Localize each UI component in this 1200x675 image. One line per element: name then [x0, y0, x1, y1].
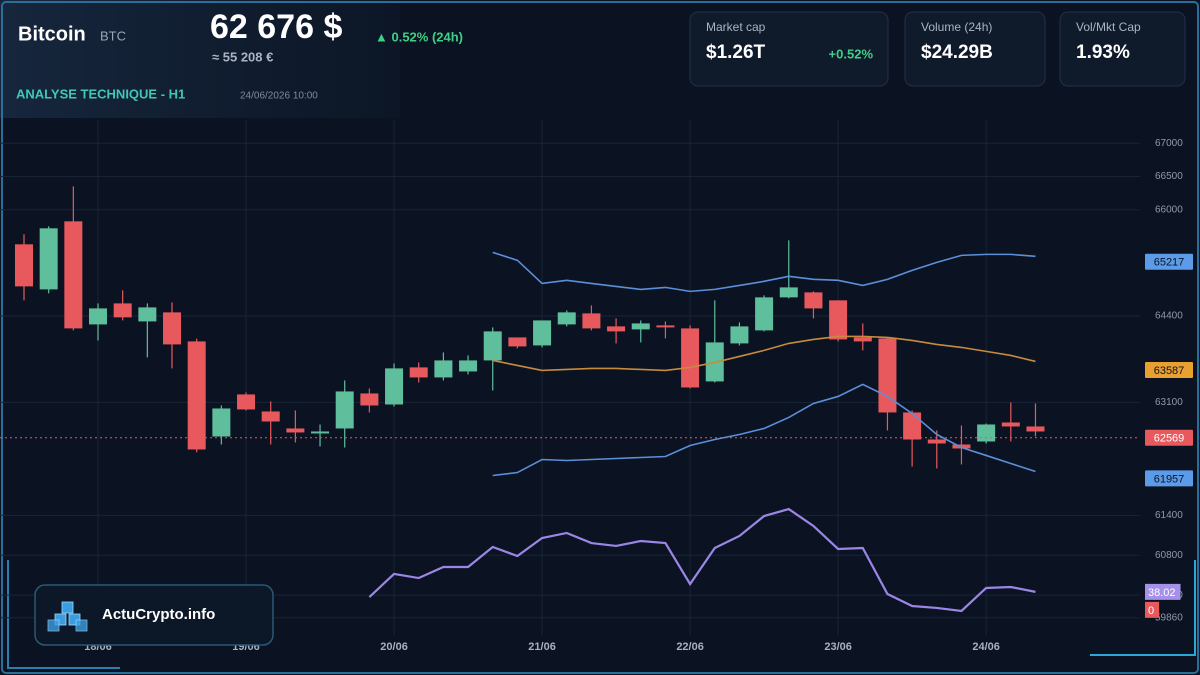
price-tag-label: 65217: [1154, 257, 1185, 269]
indicator-line: [492, 383, 1036, 477]
y-tick-label: 61400: [1155, 510, 1183, 521]
price-eur: ≈ 55 208 €: [212, 49, 273, 64]
y-tick-label: 64400: [1155, 311, 1183, 322]
candle-body: [927, 439, 946, 444]
coin-symbol: BTC: [100, 28, 126, 43]
frame-accent: [1090, 560, 1196, 656]
indicator-tag-label: 38.02: [1148, 587, 1176, 599]
candle-body: [483, 331, 502, 361]
price-tag-label: 61957: [1154, 473, 1185, 485]
candle-body: [1001, 422, 1020, 427]
y-tick-label: 59860: [1155, 612, 1183, 623]
candle-body: [779, 287, 798, 298]
y-tick-label: 63100: [1155, 397, 1183, 408]
logo-badge: ActuCrypto.info: [34, 584, 274, 646]
candle-body: [631, 323, 650, 330]
candle-body: [755, 297, 774, 331]
card-change: +0.52%: [829, 46, 874, 61]
candle-body: [15, 244, 33, 287]
candle-body: [582, 313, 601, 329]
candle-body: [286, 428, 305, 433]
candle-body: [335, 391, 354, 429]
price-tag: [1145, 429, 1193, 446]
candle-body: [533, 320, 552, 346]
frame-accent: [7, 560, 120, 669]
price-tag-label: 63587: [1154, 365, 1185, 377]
candle-body: [360, 393, 379, 406]
price-tag-label: 62569: [1154, 433, 1185, 445]
card-label: Volume (24h): [921, 20, 992, 34]
logo-box: [34, 584, 274, 646]
candle-body: [853, 337, 872, 342]
indicator-line: [368, 507, 1036, 613]
indicator-tag: [1145, 601, 1160, 618]
card-value: $1.26T: [706, 42, 766, 63]
candle-body: [977, 424, 996, 442]
price-tag: [1145, 470, 1193, 487]
x-tick-label: 20/06: [380, 641, 408, 653]
candle-body: [138, 307, 157, 322]
candle-body: [508, 337, 527, 347]
y-tick-label: 66500: [1155, 171, 1183, 182]
candle-body: [952, 444, 971, 449]
candle-body: [212, 408, 231, 437]
candle-body: [113, 303, 132, 318]
chart: 6700066500660006440063100614006080060200…: [0, 120, 1193, 653]
candle-body: [656, 325, 675, 328]
logo-text: ActuCrypto.info: [102, 606, 215, 623]
y-tick-label: 67000: [1155, 138, 1183, 149]
price: 62 676 $: [210, 8, 342, 46]
candle-body: [681, 328, 700, 388]
candle-body: [409, 367, 428, 378]
indicator-line: [492, 335, 1036, 372]
card-label: Market cap: [706, 20, 766, 34]
card: [904, 11, 1046, 87]
card-value: 1.93%: [1076, 42, 1130, 63]
candle-body: [829, 300, 848, 340]
x-tick-label: 23/06: [824, 641, 852, 653]
candle-body: [1026, 426, 1045, 432]
candle-body: [89, 308, 108, 325]
candle-body: [434, 360, 453, 378]
candle-body: [557, 312, 576, 325]
candle-body: [237, 394, 256, 410]
y-tick-label: 66000: [1155, 204, 1183, 215]
indicator-tag-label: 0: [1148, 605, 1154, 617]
candle-body: [187, 341, 206, 450]
candle-body: [459, 360, 478, 372]
candle-body: [311, 431, 330, 434]
candle-body: [730, 326, 749, 344]
card-value: $24.29B: [921, 42, 993, 63]
candle-body: [39, 228, 58, 290]
candle-body: [64, 221, 83, 329]
card: [689, 11, 889, 87]
candle-body: [804, 292, 823, 309]
x-tick-label: 22/06: [676, 641, 704, 653]
x-tick-label: 21/06: [528, 641, 556, 653]
section-title: ANALYSE TECHNIQUE - H1: [16, 86, 185, 101]
coin-name: Bitcoin: [18, 23, 86, 45]
price-change: ▲ 0.52% (24h): [375, 29, 463, 44]
candle-body: [385, 368, 404, 405]
indicator-tag: [1145, 583, 1181, 600]
price-tag: [1145, 362, 1193, 379]
candle-body: [607, 326, 626, 332]
price-tag: [1145, 253, 1193, 270]
indicator-line: [492, 251, 1036, 293]
candle-body: [261, 411, 280, 422]
timestamp: 24/06/2026 10:00: [240, 91, 318, 102]
header-panel: [0, 0, 400, 118]
card: [1059, 11, 1186, 87]
card-label: Vol/Mkt Cap: [1076, 20, 1141, 34]
y-tick-label: 60800: [1155, 550, 1183, 561]
logo-icon: [47, 601, 88, 632]
candle-body: [903, 412, 922, 440]
candle-body: [163, 312, 182, 345]
x-tick-label: 24/06: [972, 641, 1000, 653]
